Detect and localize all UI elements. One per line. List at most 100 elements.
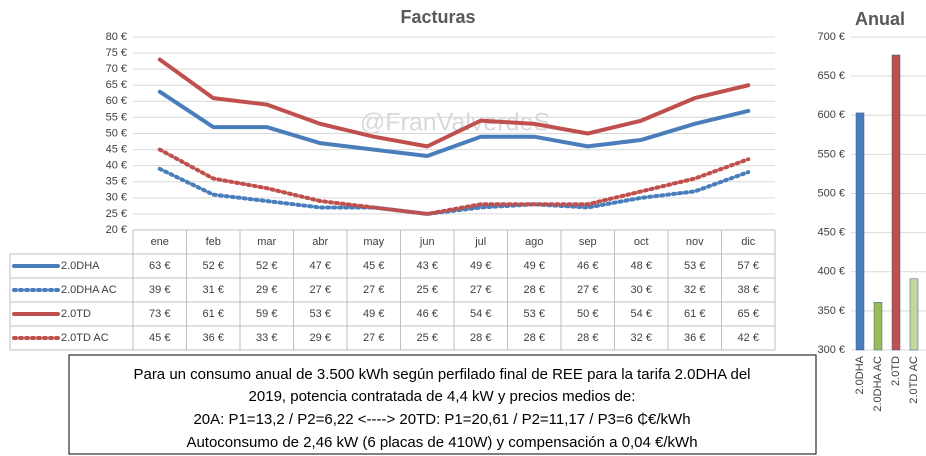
table-cell: 46 € <box>417 308 438 320</box>
x-tick-label: mar <box>257 236 276 248</box>
table-cell: 45 € <box>149 332 170 344</box>
table-cell: 49 € <box>470 260 491 272</box>
table-cell: 31 € <box>203 284 224 296</box>
legend-label: 2.0TD AC <box>61 332 109 344</box>
table-cell: 36 € <box>203 332 224 344</box>
table-cell: 53 € <box>524 308 545 320</box>
table-cell: 27 € <box>577 284 598 296</box>
table-cell: 54 € <box>470 308 491 320</box>
y-tick-label: 700 € <box>817 31 845 43</box>
table-cell: 53 € <box>310 308 331 320</box>
table-cell: 27 € <box>363 284 384 296</box>
x-tick-label: jun <box>419 236 435 248</box>
table-cell: 36 € <box>684 332 705 344</box>
series-line <box>157 89 751 159</box>
y-tick-label: 450 € <box>817 227 845 239</box>
bar <box>891 54 901 351</box>
y-tick-label: 55 € <box>106 111 127 123</box>
table-cell: 28 € <box>577 332 598 344</box>
table-cell: 32 € <box>684 284 705 296</box>
table-cell: 63 € <box>149 260 170 272</box>
x-tick-label: 2.0DHA AC <box>872 356 884 412</box>
table-cell: 39 € <box>149 284 170 296</box>
y-tick-label: 50 € <box>106 127 127 139</box>
x-tick-label: may <box>363 236 384 248</box>
table-cell: 45 € <box>363 260 384 272</box>
y-tick-label: 70 € <box>106 63 127 75</box>
y-tick-label: 400 € <box>817 266 845 278</box>
y-tick-label: 65 € <box>106 79 127 91</box>
table-cell: 28 € <box>524 284 545 296</box>
note-line: 20A: P1=13,2 / P2=6,22 <----> 20TD: P1=2… <box>193 411 690 428</box>
table-cell: 32 € <box>631 332 652 344</box>
table-cell: 30 € <box>631 284 652 296</box>
y-tick-label: 60 € <box>106 95 127 107</box>
y-tick-label: 80 € <box>106 31 127 43</box>
table-cell: 25 € <box>417 332 438 344</box>
bar <box>909 278 919 351</box>
note-line: Para un consumo anual de 3.500 kWh según… <box>133 366 750 383</box>
table-cell: 48 € <box>631 260 652 272</box>
table-cell: 25 € <box>417 284 438 296</box>
legend-label: 2.0DHA AC <box>61 284 117 296</box>
y-tick-label: 500 € <box>817 187 845 199</box>
table-cell: 53 € <box>684 260 705 272</box>
table-cell: 49 € <box>524 260 545 272</box>
x-tick-label: dic <box>741 236 756 248</box>
table-cell: 52 € <box>256 260 277 272</box>
table-cell: 27 € <box>363 332 384 344</box>
table-cell: 33 € <box>256 332 277 344</box>
table-cell: 59 € <box>256 308 277 320</box>
table-cell: 54 € <box>631 308 652 320</box>
series-line <box>157 147 751 216</box>
table-cell: 46 € <box>577 260 598 272</box>
series-line <box>157 57 751 149</box>
table-cell: 52 € <box>203 260 224 272</box>
y-tick-label: 300 € <box>817 344 845 356</box>
chart-title: Facturas <box>400 7 475 27</box>
y-tick-label: 550 € <box>817 148 845 160</box>
x-tick-label: sep <box>579 236 597 248</box>
y-tick-label: 40 € <box>106 160 127 172</box>
x-tick-label: 2.0TD AC <box>908 356 920 404</box>
table-cell: 28 € <box>524 332 545 344</box>
x-tick-label: 2.0DHA <box>854 355 866 394</box>
x-tick-label: 2.0TD <box>890 356 902 386</box>
x-tick-label: ene <box>151 236 169 248</box>
table-cell: 61 € <box>684 308 705 320</box>
y-tick-label: 650 € <box>817 70 845 82</box>
table-cell: 47 € <box>310 260 331 272</box>
y-tick-label: 25 € <box>106 208 127 220</box>
table-cell: 29 € <box>256 284 277 296</box>
note-line: Autoconsumo de 2,46 kW (6 placas de 410W… <box>186 434 697 451</box>
y-tick-label: 75 € <box>106 47 127 59</box>
y-tick-label: 350 € <box>817 305 845 317</box>
x-tick-label: ago <box>525 236 543 248</box>
note-line: 2019, potencia contratada de 4,4 kW y pr… <box>249 388 636 405</box>
note-box <box>68 354 817 455</box>
x-tick-label: feb <box>206 236 221 248</box>
x-tick-label: oct <box>634 236 649 248</box>
legend-label: 2.0DHA <box>61 260 100 272</box>
table-cell: 28 € <box>470 332 491 344</box>
bar <box>855 112 865 351</box>
table-cell: 43 € <box>417 260 438 272</box>
table-cell: 65 € <box>738 308 759 320</box>
table-cell: 29 € <box>310 332 331 344</box>
table-cell: 61 € <box>203 308 224 320</box>
table-cell: 27 € <box>470 284 491 296</box>
table-cell: 38 € <box>738 284 759 296</box>
y-tick-label: 30 € <box>106 192 127 204</box>
y-tick-label: 20 € <box>106 224 127 236</box>
x-tick-label: abr <box>312 236 328 248</box>
chart-title: Anual <box>855 9 905 29</box>
table-cell: 50 € <box>577 308 598 320</box>
table-cell: 49 € <box>363 308 384 320</box>
table-cell: 73 € <box>149 308 170 320</box>
bar <box>873 302 883 351</box>
table-cell: 57 € <box>738 260 759 272</box>
y-tick-label: 45 € <box>106 143 127 155</box>
y-tick-label: 600 € <box>817 109 845 121</box>
y-tick-label: 35 € <box>106 176 127 188</box>
x-tick-label: nov <box>686 236 704 248</box>
